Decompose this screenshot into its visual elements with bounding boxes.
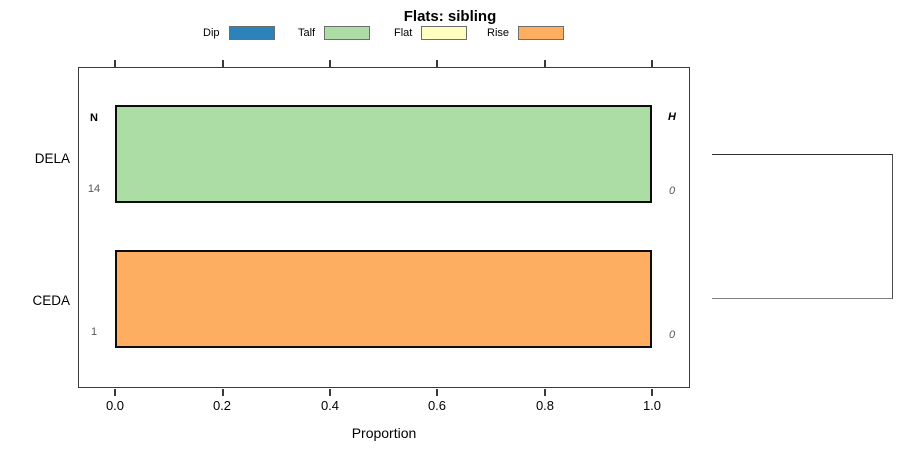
legend-swatch-dip [228, 26, 275, 40]
legend-label-flat: Flat [394, 27, 413, 39]
legend-item-rise: Rise [487, 25, 565, 41]
x-axis-top-tick [114, 60, 116, 67]
legend-label-dip: Dip [203, 27, 220, 39]
x-axis-bottom-tick [222, 389, 224, 396]
h-value-dela: 0 [668, 185, 676, 197]
y-axis-label-ceda: CEDA [32, 293, 70, 308]
legend-swatch-rise [518, 26, 565, 40]
h-value-ceda: 0 [668, 329, 676, 341]
chart-title: Flats: sibling [403, 8, 497, 25]
x-axis-bottom-tick [544, 389, 546, 396]
bar-dela [115, 105, 652, 203]
x-axis-title: Proportion [351, 425, 417, 441]
legend-swatch-talf [324, 26, 371, 40]
legend-label-rise: Rise [487, 27, 510, 39]
legend-item-talf: Talf [298, 25, 371, 41]
x-axis-bottom-tick [329, 389, 331, 396]
col-header-n: N [90, 112, 98, 124]
legend-swatch-flat [421, 26, 468, 40]
x-axis-top-tick [651, 60, 653, 67]
x-axis-top-tick [329, 60, 331, 67]
dendrogram-bracket [712, 154, 893, 299]
x-axis-bottom-tick [436, 389, 438, 396]
legend-item-flat: Flat [394, 25, 468, 41]
x-axis-tick-label: 1.0 [642, 398, 662, 413]
x-axis-top-tick [544, 60, 546, 67]
x-axis-tick-label: 0.6 [427, 398, 447, 413]
bar-ceda [115, 250, 652, 348]
y-axis-label-dela: DELA [34, 151, 70, 166]
x-axis-tick-label: 0.2 [212, 398, 232, 413]
count-dela: 14 [87, 183, 101, 195]
x-axis-tick-label: 0.8 [535, 398, 555, 413]
x-axis-tick-label: 0.4 [320, 398, 340, 413]
plot-frame [78, 67, 690, 388]
x-axis-bottom-tick [651, 389, 653, 396]
x-axis-top-tick [222, 60, 224, 67]
x-axis-top-tick [436, 60, 438, 67]
legend-label-talf: Talf [298, 27, 316, 39]
x-axis-tick-label: 0.0 [105, 398, 125, 413]
legend-item-dip: Dip [203, 25, 275, 41]
col-header-h: H [668, 111, 676, 123]
x-axis-bottom-tick [114, 389, 116, 396]
count-ceda: 1 [90, 326, 98, 338]
